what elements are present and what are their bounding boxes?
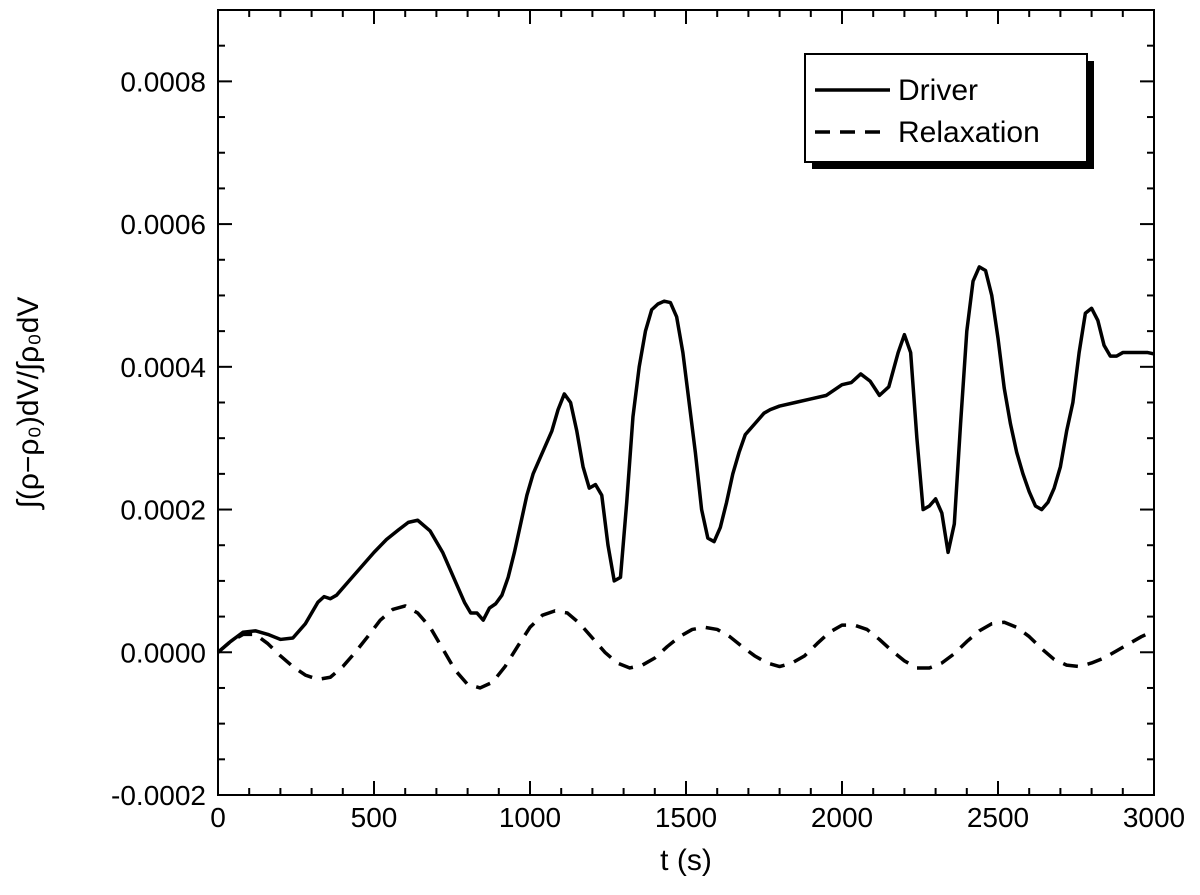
x-tick-label: 1500 — [655, 802, 717, 833]
y-axis-title: ∫(ρ−ρ₀)dV/∫ρ₀dV — [12, 297, 45, 511]
x-axis-title: t (s) — [660, 844, 712, 877]
y-tick-label: 0.0006 — [120, 209, 206, 240]
x-tick-label: 2500 — [967, 802, 1029, 833]
y-tick-label: 0.0008 — [120, 66, 206, 97]
series-line-relaxation — [216, 604, 1155, 690]
legend-label-relaxation: Relaxation — [898, 116, 1040, 149]
legend-label-driver: Driver — [898, 74, 978, 107]
y-tick-label: 0.0000 — [120, 637, 206, 668]
x-tick-label: 2000 — [811, 802, 873, 833]
x-tick-label: 1000 — [499, 802, 561, 833]
series-layer — [216, 265, 1155, 690]
plot-frame — [217, 9, 1155, 796]
y-tick-label: 0.0004 — [120, 352, 206, 383]
x-tick-label: 0 — [210, 802, 226, 833]
x-tick-label: 500 — [351, 802, 398, 833]
y-tick-label: 0.0002 — [120, 495, 206, 526]
legend: Driver Relaxation — [804, 53, 1094, 169]
x-tick-label: 3000 — [1123, 802, 1185, 833]
legend-box — [804, 53, 1088, 163]
tick-labels: 0 500 1000 1500 2000 2500 3000 -0.0002 0.0000 0.0… — [111, 66, 1185, 833]
y-tick-label: -0.0002 — [111, 780, 206, 811]
series-line-driver — [216, 265, 1155, 654]
